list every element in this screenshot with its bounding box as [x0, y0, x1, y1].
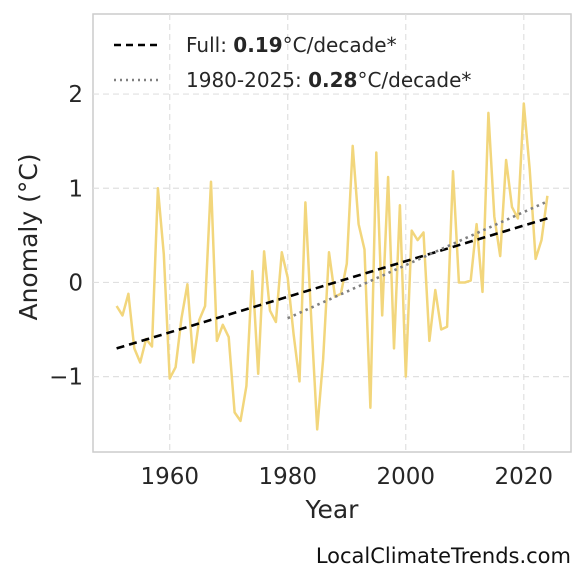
x-tick-label: 2020: [495, 464, 554, 490]
source-label: LocalClimateTrends.com: [315, 544, 571, 568]
x-axis-label: Year: [305, 495, 360, 524]
legend-1980-prefix: 1980-2025:: [186, 68, 308, 92]
y-axis-label: Anomaly (°C): [14, 153, 43, 320]
y-tick-labels: −1 0 1 2: [49, 82, 83, 391]
legend: Full: 0.19°C/decade* 1980-2025: 0.28°C/d…: [114, 33, 471, 92]
plot-area: [92, 13, 572, 453]
x-tick-label: 1960: [140, 464, 199, 490]
legend-entry-full: Full: 0.19°C/decade*: [186, 33, 397, 57]
legend-1980-suffix: °C/decade*: [357, 68, 471, 92]
x-tick-label: 1980: [258, 464, 317, 490]
y-tick-label: 1: [68, 176, 83, 202]
x-tick-labels: 1960 1980 2000 2020: [140, 464, 553, 490]
series-line-annual-anomaly: [115, 102, 549, 431]
y-tick-label: −1: [49, 365, 83, 391]
legend-1980-value: 0.28: [308, 68, 357, 92]
series-line-full: [116, 217, 548, 350]
series-line-1980-2025: [287, 200, 548, 320]
y-tick-label: 2: [68, 82, 83, 108]
legend-entry-1980-2025: 1980-2025: 0.28°C/decade*: [186, 68, 471, 92]
legend-full-value: 0.19: [233, 33, 282, 57]
y-tick-label: 0: [68, 270, 83, 296]
x-tick-label: 2000: [376, 464, 435, 490]
series-layer: [115, 102, 549, 431]
legend-full-suffix: °C/decade*: [283, 33, 397, 57]
legend-full-prefix: Full:: [186, 33, 233, 57]
